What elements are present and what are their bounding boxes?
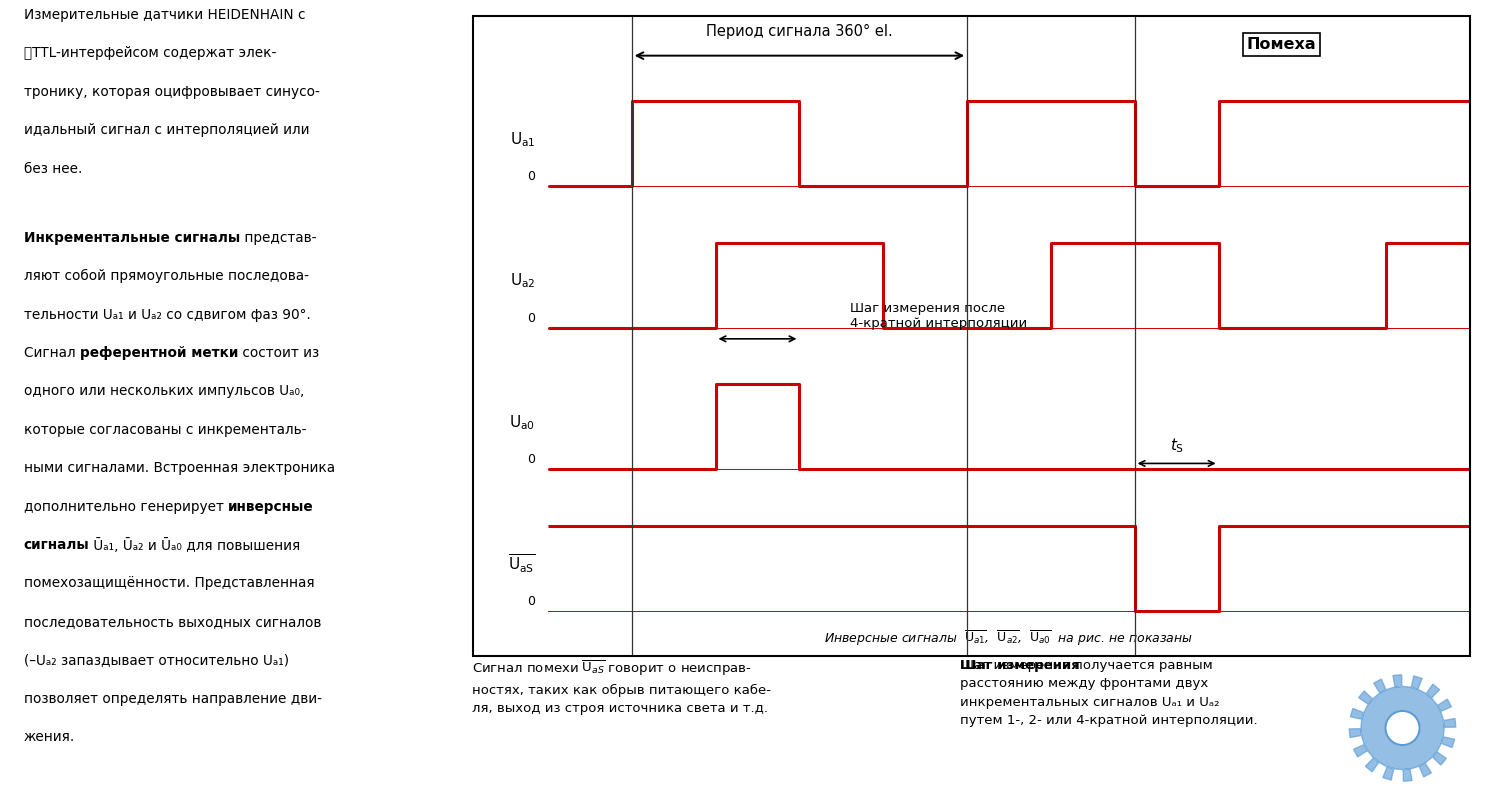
Text: Инверсные сигналы  $\overline{\mathrm{U}_{a1}}$,  $\overline{\mathrm{U}_{a2}}$, : Инверсные сигналы $\overline{\mathrm{U}_… (825, 629, 1194, 647)
Text: 0: 0 (528, 595, 536, 608)
Text: состоит из: состоит из (238, 346, 320, 360)
Text: Инкрементальные сигналы: Инкрементальные сигналы (24, 230, 240, 245)
Text: тронику, которая оцифровывает синусо-: тронику, которая оцифровывает синусо- (24, 85, 320, 99)
Text: тельности Uₐ₁ и Uₐ₂ со сдвигом фаз 90°.: тельности Uₐ₁ и Uₐ₂ со сдвигом фаз 90°. (24, 307, 310, 322)
Text: Шаг измерения получается равным
расстоянию между фронтами двух
инкрементальных с: Шаг измерения получается равным расстоян… (960, 658, 1257, 727)
Text: дополнительно генерирует: дополнительно генерирует (24, 499, 228, 514)
Text: которые согласованы с инкременталь-: которые согласованы с инкременталь- (24, 422, 306, 437)
Text: Измерительные датчики HEIDENHAIN с: Измерительные датчики HEIDENHAIN с (24, 8, 304, 22)
Text: (–Uₐ₂ запаздывает относительно Uₐ₁): (–Uₐ₂ запаздывает относительно Uₐ₁) (24, 653, 288, 667)
Text: Шаг измерения: Шаг измерения (960, 658, 1080, 672)
Circle shape (1386, 711, 1419, 745)
Text: Период сигнала 360° el.: Период сигнала 360° el. (706, 24, 892, 38)
Text: сигналы: сигналы (24, 538, 90, 552)
Text: U$_{\mathrm{a2}}$: U$_{\mathrm{a2}}$ (510, 271, 536, 290)
Text: ными сигналами. Встроенная электроника: ными сигналами. Встроенная электроника (24, 461, 334, 475)
Text: Шаг измерения после
4-кратной интерполяции: Шаг измерения после 4-кратной интерполяц… (849, 302, 1028, 330)
Text: U$_{\mathrm{a1}}$: U$_{\mathrm{a1}}$ (510, 130, 536, 149)
Text: U$_{\mathrm{a0}}$: U$_{\mathrm{a0}}$ (510, 413, 536, 432)
Text: жения.: жения. (24, 730, 75, 744)
Text: помехозащищённости. Представленная: помехозащищённости. Представленная (24, 576, 314, 590)
Text: $\overline{\mathrm{U}_{\mathrm{aS}}}$: $\overline{\mathrm{U}_{\mathrm{aS}}}$ (509, 553, 536, 575)
Text: представ-: представ- (240, 230, 316, 245)
Text: Сигнал: Сигнал (24, 346, 80, 360)
Bar (1134, 16, 1218, 656)
Text: позволяет определять направление дви-: позволяет определять направление дви- (24, 691, 321, 706)
Text: инверсные: инверсные (228, 499, 314, 514)
Text: последовательность выходных сигналов: последовательность выходных сигналов (24, 614, 321, 629)
Text: 0: 0 (528, 170, 536, 183)
Text: $t_\mathrm{S}$: $t_\mathrm{S}$ (1170, 436, 1184, 455)
Text: одного или нескольких импульсов Uₐ₀,: одного или нескольких импульсов Uₐ₀, (24, 384, 304, 398)
Text: Ūₐ₁, Ūₐ₂ и Ūₐ₀ для повышения: Ūₐ₁, Ūₐ₂ и Ūₐ₀ для повышения (90, 538, 300, 553)
Text: ⎍TTL-интерфейсом содержат элек-: ⎍TTL-интерфейсом содержат элек- (24, 46, 276, 61)
Text: референтной метки: референтной метки (80, 346, 239, 360)
Text: 0: 0 (528, 312, 536, 325)
Text: без нее.: без нее. (24, 162, 82, 176)
Polygon shape (1348, 674, 1456, 782)
Text: Сигнал помехи $\overline{\mathrm{U}_{aS}}$ говорит о неисправ-
ностях, таких как: Сигнал помехи $\overline{\mathrm{U}_{aS}… (472, 658, 771, 715)
Text: идальный сигнал с интерполяцией или: идальный сигнал с интерполяцией или (24, 123, 309, 138)
Text: Помеха: Помеха (1246, 37, 1316, 52)
Text: ляют собой прямоугольные последова-: ляют собой прямоугольные последова- (24, 269, 309, 283)
Text: 0: 0 (528, 454, 536, 466)
